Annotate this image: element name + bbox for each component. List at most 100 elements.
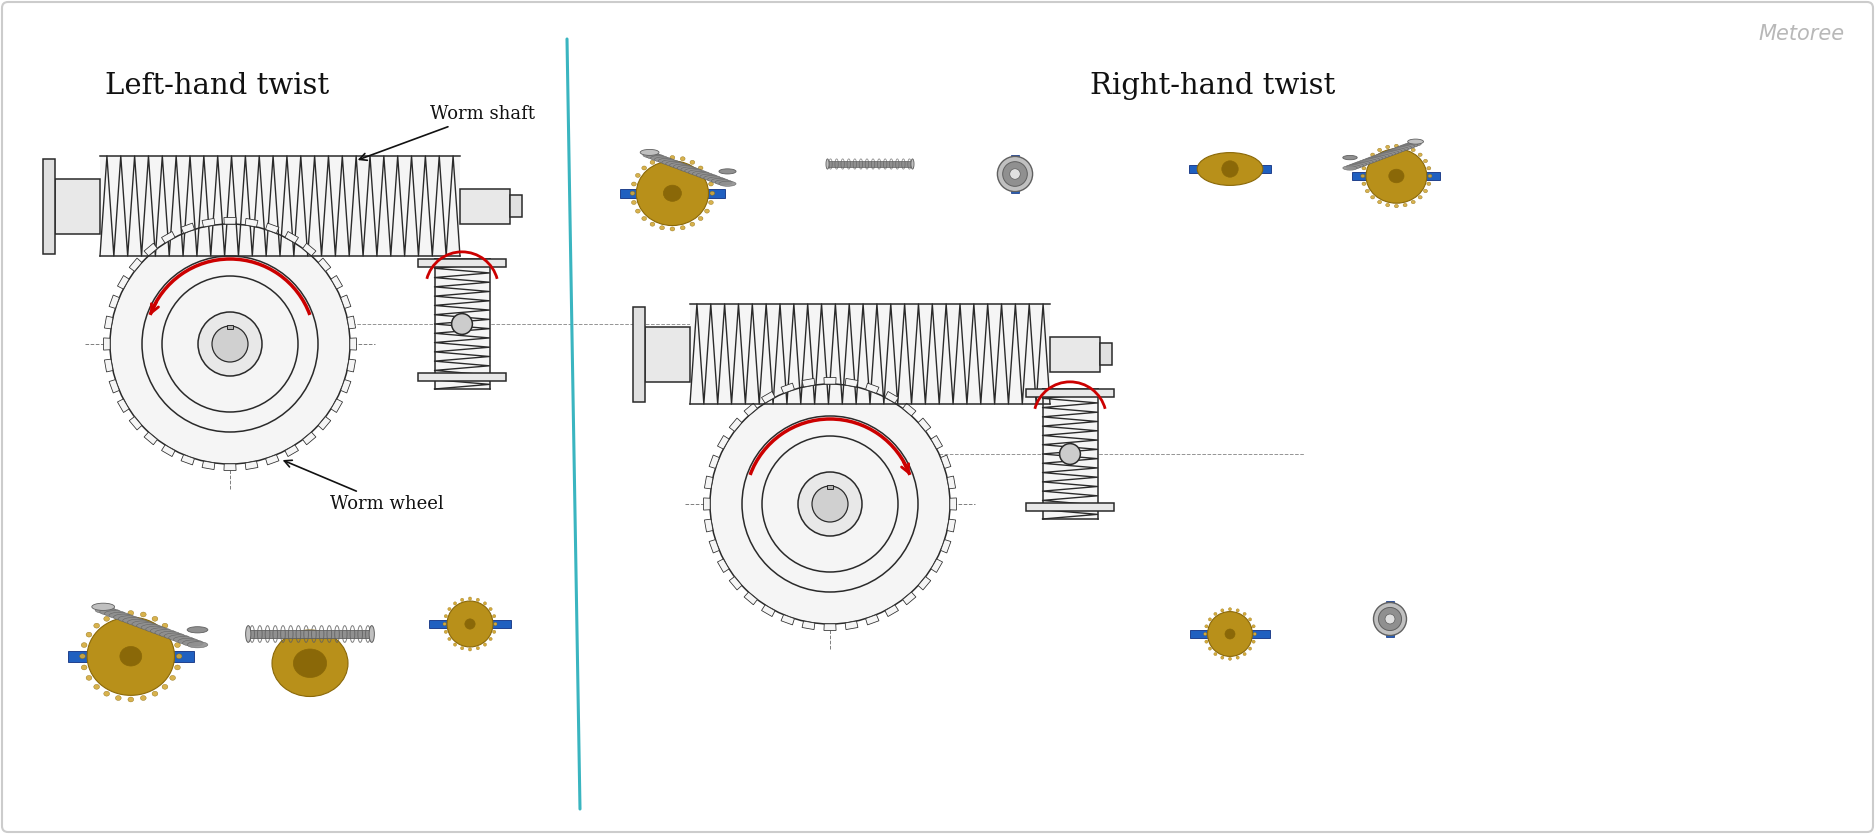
Ellipse shape xyxy=(1384,150,1399,154)
Ellipse shape xyxy=(1236,609,1239,612)
Ellipse shape xyxy=(1386,203,1389,207)
Ellipse shape xyxy=(171,632,176,637)
Bar xyxy=(1042,389,1097,519)
Ellipse shape xyxy=(1206,625,1208,628)
Polygon shape xyxy=(285,445,298,456)
Ellipse shape xyxy=(105,610,126,617)
Bar xyxy=(690,304,1050,404)
Ellipse shape xyxy=(1418,195,1421,199)
Ellipse shape xyxy=(1371,153,1374,157)
Bar xyxy=(645,326,690,381)
Polygon shape xyxy=(109,295,120,309)
Ellipse shape xyxy=(484,643,488,646)
Ellipse shape xyxy=(461,646,463,650)
Bar xyxy=(459,188,510,224)
Polygon shape xyxy=(947,519,956,532)
Polygon shape xyxy=(866,615,879,625)
Ellipse shape xyxy=(493,615,495,618)
Ellipse shape xyxy=(911,159,913,169)
Polygon shape xyxy=(223,464,236,470)
Ellipse shape xyxy=(1359,160,1372,164)
Ellipse shape xyxy=(137,623,158,629)
Ellipse shape xyxy=(658,158,675,163)
Ellipse shape xyxy=(174,665,180,670)
Ellipse shape xyxy=(109,612,129,619)
Ellipse shape xyxy=(827,159,829,169)
Ellipse shape xyxy=(688,170,705,175)
Ellipse shape xyxy=(1213,612,1217,615)
Ellipse shape xyxy=(156,630,176,636)
Ellipse shape xyxy=(1386,145,1389,148)
Ellipse shape xyxy=(146,626,167,632)
Polygon shape xyxy=(718,559,729,572)
Ellipse shape xyxy=(1412,200,1416,203)
Ellipse shape xyxy=(86,617,174,696)
Ellipse shape xyxy=(1213,652,1217,656)
Ellipse shape xyxy=(454,602,458,605)
Ellipse shape xyxy=(711,178,729,183)
Polygon shape xyxy=(161,445,174,456)
Ellipse shape xyxy=(1382,152,1395,156)
Ellipse shape xyxy=(461,598,463,601)
Ellipse shape xyxy=(172,636,193,643)
Polygon shape xyxy=(941,455,951,469)
Ellipse shape xyxy=(696,173,712,178)
Ellipse shape xyxy=(476,646,480,650)
Ellipse shape xyxy=(1243,612,1247,615)
Polygon shape xyxy=(729,418,742,431)
Polygon shape xyxy=(118,399,129,413)
Circle shape xyxy=(212,326,248,362)
Circle shape xyxy=(452,314,472,334)
Ellipse shape xyxy=(141,612,146,617)
Polygon shape xyxy=(919,576,930,590)
Bar xyxy=(1352,172,1440,180)
Ellipse shape xyxy=(1402,145,1406,148)
Polygon shape xyxy=(782,383,795,394)
Ellipse shape xyxy=(666,161,682,166)
Polygon shape xyxy=(709,455,720,469)
Polygon shape xyxy=(347,316,356,329)
Ellipse shape xyxy=(711,191,714,195)
Ellipse shape xyxy=(1198,153,1262,185)
Ellipse shape xyxy=(1221,609,1224,612)
Ellipse shape xyxy=(1378,148,1382,152)
Bar xyxy=(1026,389,1114,397)
Polygon shape xyxy=(103,338,111,350)
Ellipse shape xyxy=(718,168,737,174)
Ellipse shape xyxy=(1356,161,1371,165)
Bar xyxy=(827,485,832,489)
Polygon shape xyxy=(246,219,259,227)
Polygon shape xyxy=(885,605,898,616)
Ellipse shape xyxy=(1423,189,1427,193)
Ellipse shape xyxy=(709,182,712,186)
Ellipse shape xyxy=(1365,158,1380,162)
Ellipse shape xyxy=(1206,640,1208,643)
Ellipse shape xyxy=(1397,145,1412,150)
Ellipse shape xyxy=(103,616,109,621)
Ellipse shape xyxy=(639,149,658,155)
Ellipse shape xyxy=(1423,159,1427,163)
Ellipse shape xyxy=(116,696,122,701)
Polygon shape xyxy=(266,455,279,465)
Ellipse shape xyxy=(636,161,709,225)
Polygon shape xyxy=(705,476,712,489)
Bar xyxy=(1011,154,1018,193)
Polygon shape xyxy=(330,399,343,413)
Polygon shape xyxy=(330,275,343,289)
Polygon shape xyxy=(941,540,951,553)
Ellipse shape xyxy=(1361,182,1367,185)
Bar xyxy=(43,158,54,254)
Ellipse shape xyxy=(159,631,180,637)
Ellipse shape xyxy=(1408,139,1423,144)
Ellipse shape xyxy=(448,637,452,641)
Ellipse shape xyxy=(1429,174,1432,178)
Ellipse shape xyxy=(1374,602,1406,636)
Ellipse shape xyxy=(493,631,495,634)
Ellipse shape xyxy=(1249,618,1252,621)
Ellipse shape xyxy=(1252,640,1254,643)
Ellipse shape xyxy=(1228,608,1232,610)
Ellipse shape xyxy=(292,649,326,677)
Ellipse shape xyxy=(86,676,92,681)
Polygon shape xyxy=(761,605,774,616)
Polygon shape xyxy=(161,232,174,243)
